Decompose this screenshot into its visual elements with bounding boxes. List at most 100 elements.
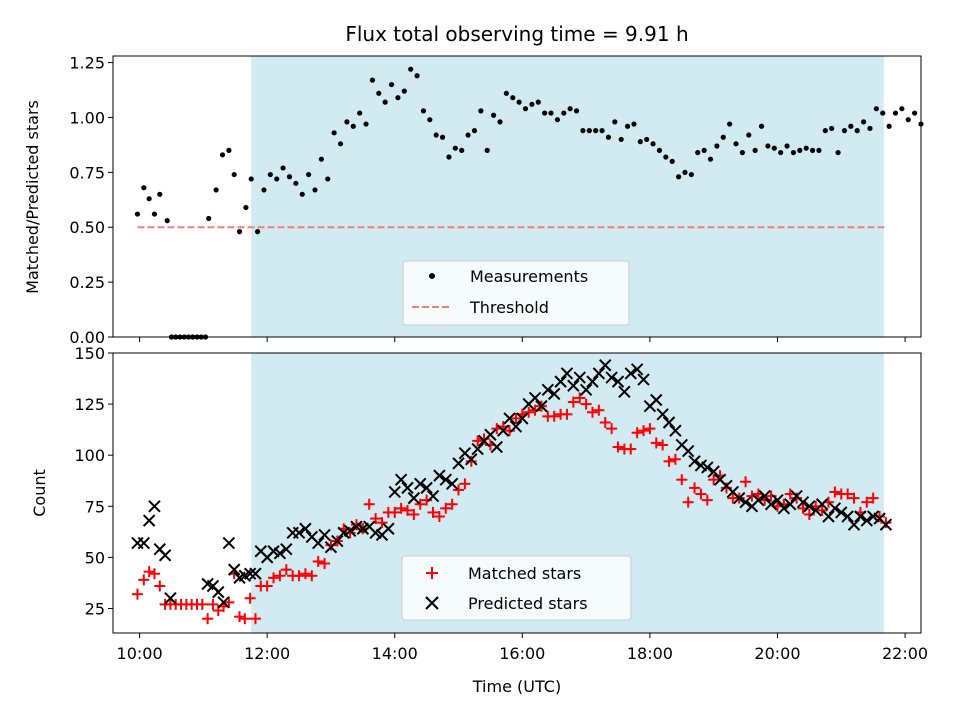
- matched-star-point: [650, 437, 662, 449]
- measurement-point: [363, 121, 369, 127]
- top-legend: Measurements Threshold: [402, 260, 630, 326]
- predicted-star-point: [592, 367, 606, 380]
- bottom-y-axis-label: Count: [30, 469, 49, 517]
- bottom-legend-marker-matched: [426, 567, 438, 579]
- matched-star-point: [207, 598, 219, 610]
- matched-star-point: [223, 596, 235, 608]
- matched-star-point: [631, 427, 643, 439]
- predicted-star-point: [662, 416, 676, 429]
- bottom-legend-box: [401, 555, 632, 621]
- top-y-axis: 0.00 0.25 0.50 0.75 1.00 1.25: [69, 54, 113, 347]
- measurement-point: [707, 156, 714, 162]
- matched-star-point: [682, 496, 694, 508]
- predicted-star-point: [382, 522, 395, 535]
- predicted-star-point: [249, 567, 262, 580]
- matched-star-point: [657, 439, 669, 451]
- matched-star-point: [695, 488, 707, 500]
- measurement-point: [243, 204, 249, 211]
- matched-star-point: [848, 492, 860, 504]
- measurement-point: [439, 134, 446, 140]
- measurement-point: [344, 119, 350, 125]
- matched-star-point: [395, 502, 407, 514]
- bottom-y-tick-label: 75: [85, 497, 105, 516]
- measurement-point: [542, 110, 548, 116]
- matched-star-point: [196, 598, 208, 610]
- predicted-star-point: [599, 359, 612, 372]
- matched-star-point: [268, 572, 280, 584]
- predicted-star-point: [701, 461, 714, 474]
- chart-title: Flux total observing time = 9.91 h: [345, 22, 688, 46]
- predicted-star-point: [637, 373, 650, 386]
- measurement-point: [650, 141, 656, 147]
- matched-star-point: [440, 502, 452, 514]
- matched-star-point: [593, 404, 605, 416]
- bottom-axes-frame: [112, 352, 922, 634]
- bottom-legend: Matched stars Predicted stars: [401, 555, 632, 621]
- matched-star-point: [829, 486, 841, 498]
- predicted-star-point: [528, 391, 542, 405]
- measurement-point: [497, 119, 503, 125]
- measurement-point: [567, 106, 573, 112]
- matched-star-point: [154, 580, 166, 592]
- predicted-star-point: [560, 367, 574, 380]
- measurement-point: [899, 106, 905, 112]
- predicted-star-point: [879, 518, 893, 531]
- measurement-point: [452, 145, 458, 151]
- matched-star-point: [612, 441, 624, 453]
- measurement-point: [293, 180, 299, 186]
- predicted-star-point: [777, 502, 791, 515]
- matched-star-point: [143, 566, 155, 578]
- measurement-point: [561, 110, 567, 116]
- predicted-star-point: [688, 455, 701, 468]
- top-series-layer: [134, 66, 924, 340]
- matched-star-point: [202, 613, 214, 625]
- matched-star-point: [625, 443, 637, 455]
- measurement-point: [912, 110, 918, 116]
- matched-star-point: [708, 474, 720, 486]
- predicted-star-point: [164, 592, 177, 605]
- measurement-point: [822, 128, 828, 134]
- predicted-star-point: [764, 498, 778, 511]
- measurement-point: [503, 90, 509, 96]
- predicted-star-point: [681, 444, 695, 458]
- predicted-star-point: [758, 489, 771, 503]
- bottom-y-tick-label: 25: [85, 599, 105, 618]
- measurement-point: [605, 134, 612, 140]
- predicted-star-point: [611, 375, 625, 388]
- measurement-point: [151, 211, 158, 217]
- top-x-axis: [139, 337, 906, 342]
- predicted-star-point: [650, 393, 663, 407]
- bottom-y-tick-label: 100: [74, 446, 105, 465]
- measurement-point: [727, 121, 733, 127]
- matched-star-point: [244, 592, 256, 604]
- measurement-point: [516, 99, 522, 105]
- predicted-star-point: [579, 383, 593, 396]
- predicted-star-point: [222, 536, 236, 550]
- predicted-star-point: [541, 383, 555, 396]
- measurement-point: [618, 136, 624, 143]
- measurement-point: [848, 123, 854, 129]
- matched-star-point: [465, 455, 477, 467]
- predicted-star-point: [669, 424, 682, 437]
- top-y-tick-label: 0.50: [69, 218, 105, 237]
- top-y-axis-label: Matched/Predicted stars: [23, 100, 42, 294]
- measurement-point: [580, 128, 586, 134]
- predicted-star-point: [815, 498, 829, 511]
- measurement-point: [554, 117, 561, 123]
- measurement-point: [854, 128, 860, 134]
- predicted-star-point: [771, 493, 784, 507]
- measurement-point: [809, 147, 816, 153]
- measurement-point: [816, 147, 822, 153]
- bottom-legend-marker-predicted: [425, 596, 439, 610]
- predicted-star-point: [331, 534, 344, 548]
- measurement-point: [254, 229, 261, 235]
- predicted-star-point: [605, 371, 618, 384]
- measurement-point: [765, 143, 771, 149]
- bottom-x-tick-label: 20:00: [754, 644, 800, 663]
- matched-star-point: [606, 423, 618, 435]
- matched-star-point: [148, 568, 160, 580]
- predicted-star-point: [414, 477, 427, 491]
- predicted-star-point: [452, 457, 465, 470]
- predicted-star-point: [796, 495, 810, 509]
